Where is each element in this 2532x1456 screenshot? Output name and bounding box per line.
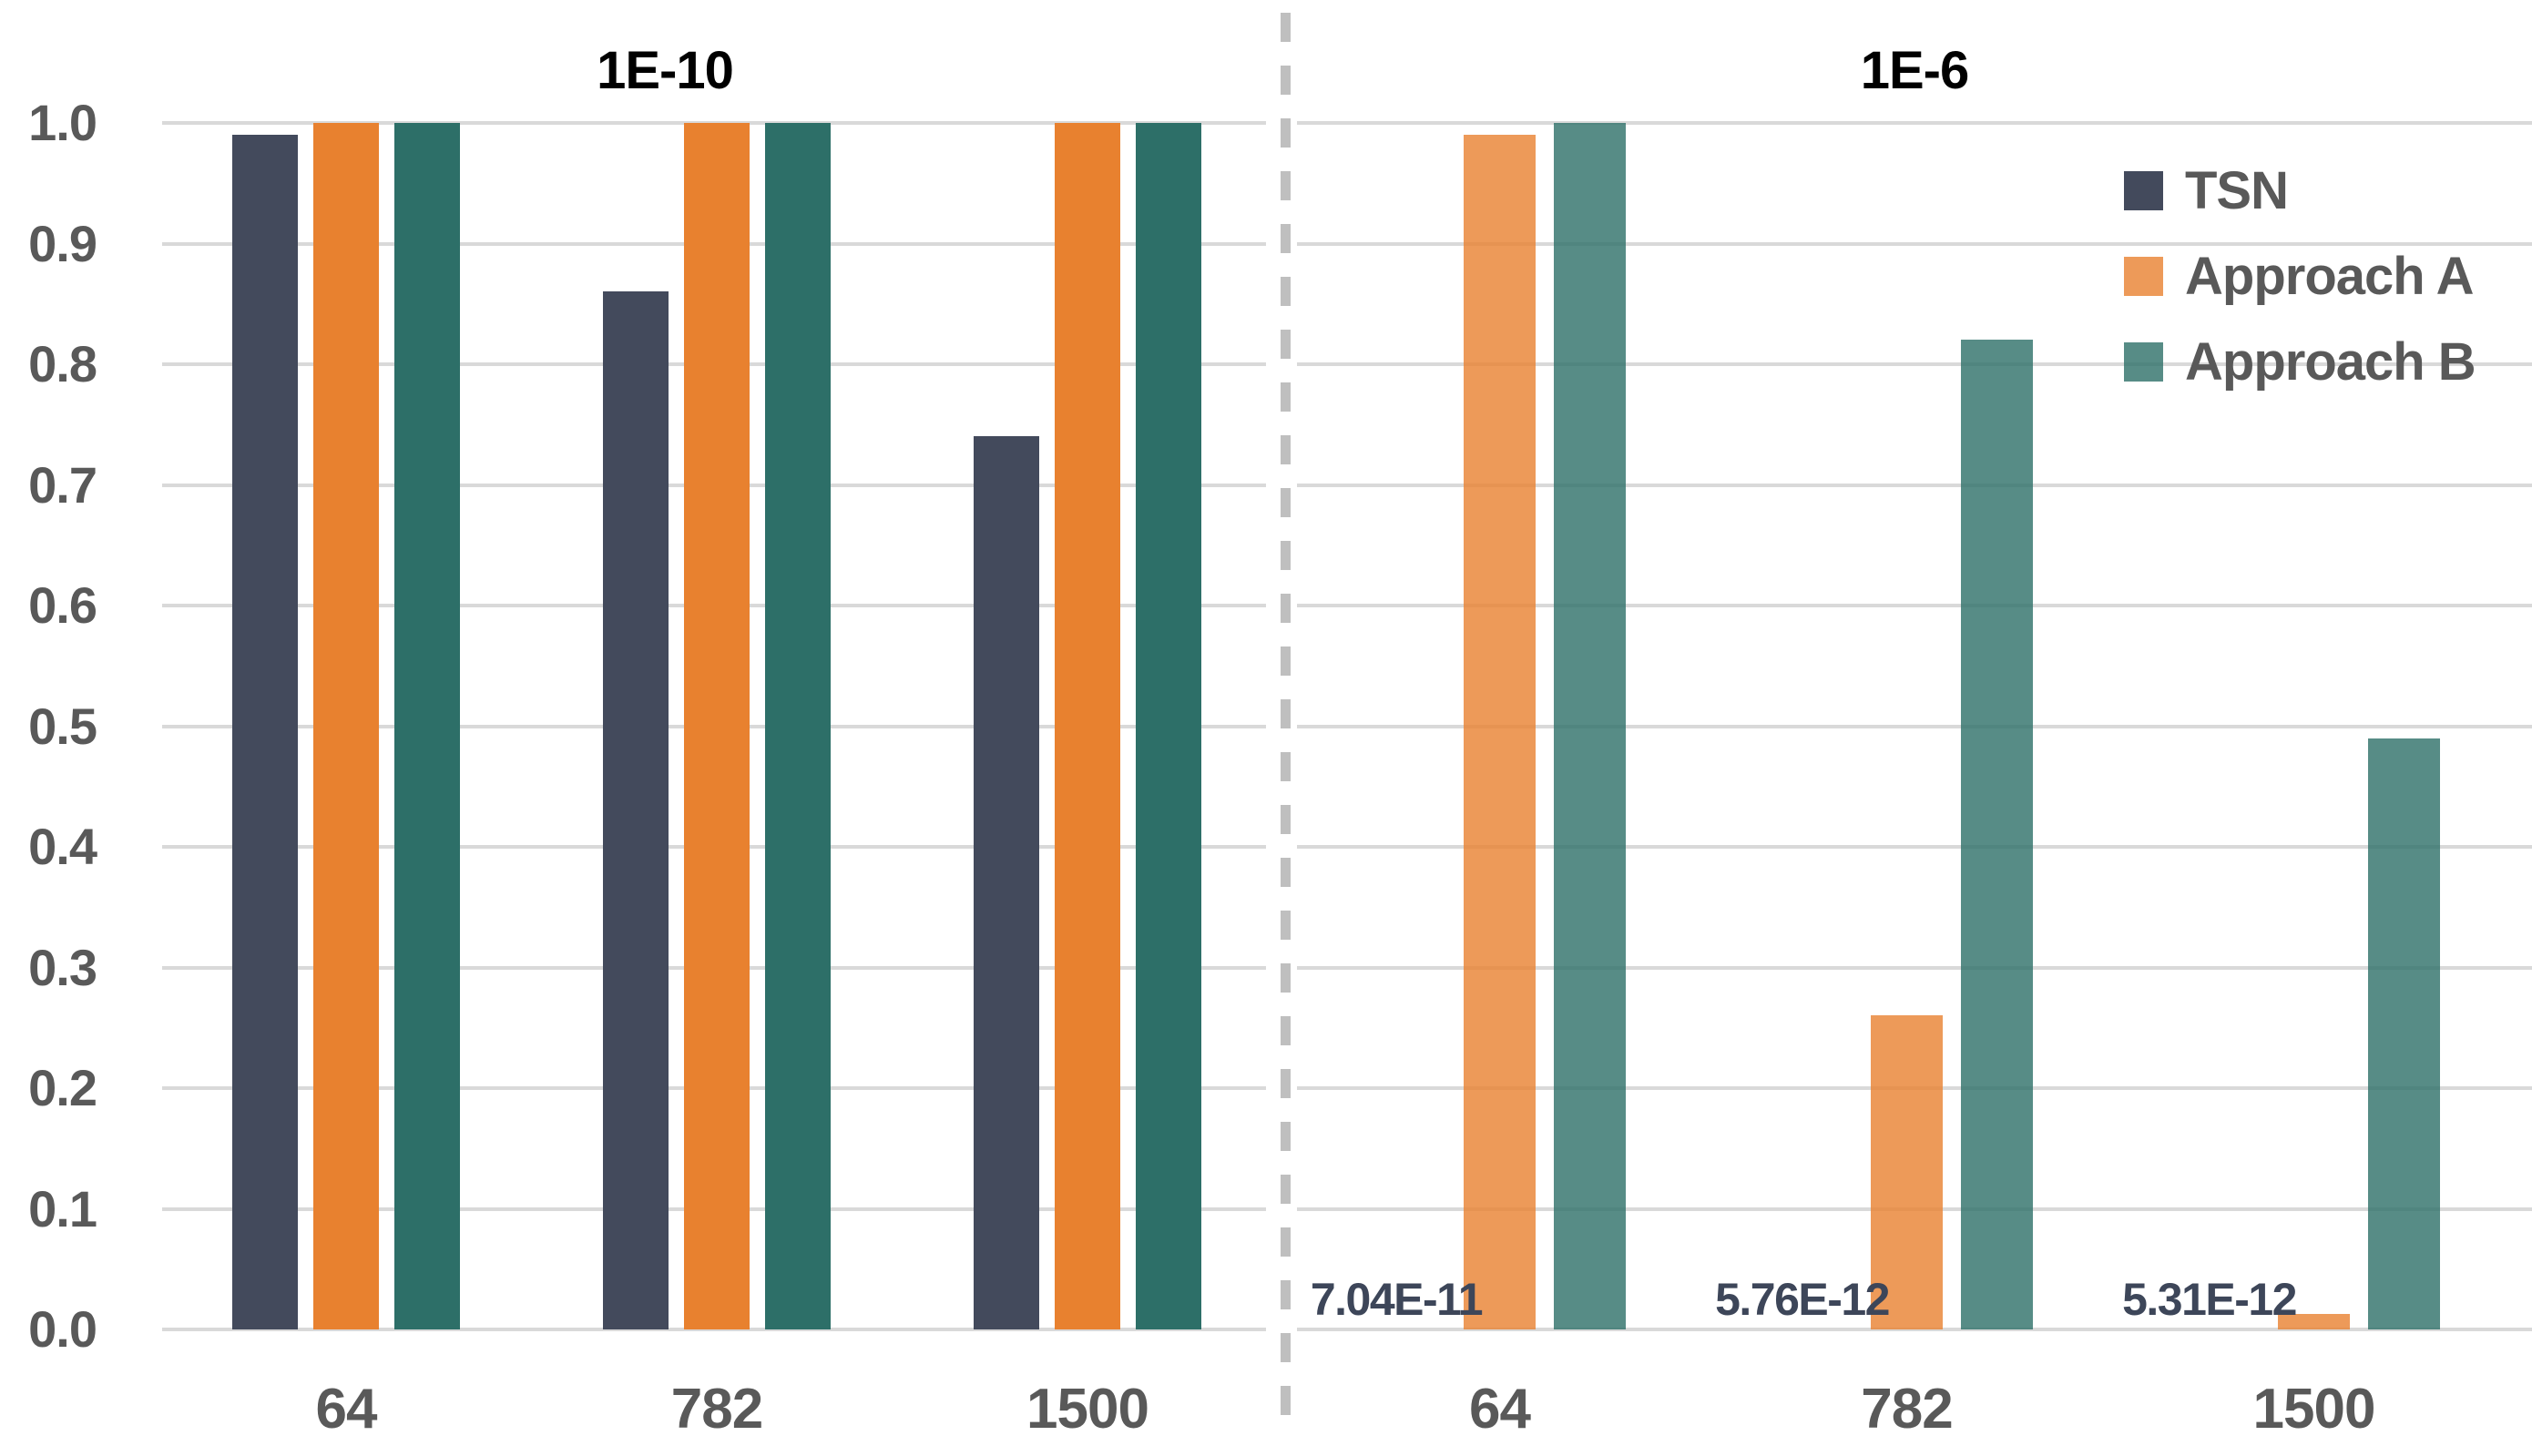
bar-approach-a [684,123,750,1329]
x-category-label: 1500 [1026,1378,1149,1441]
bar-tsn [232,135,298,1329]
y-tick-label: 0.4 [28,818,97,875]
y-tick-label: 0.5 [28,697,97,755]
x-category-label: 64 [1469,1378,1531,1441]
gridline [162,604,2532,607]
legend-item-tsn: TSN [2124,160,2476,220]
gridline [162,1328,2532,1331]
gridline [162,121,2532,125]
y-tick-label: 0.7 [28,455,97,514]
y-tick-label: 0.9 [28,214,97,272]
y-tick-label: 0.1 [28,1179,97,1237]
y-tick-label: 0.8 [28,335,97,392]
gridline [162,241,2532,246]
legend-label: Approach A [2185,246,2475,306]
x-category-label: 782 [670,1378,763,1441]
legend-swatch-tsn [2124,170,2163,210]
gridline [162,724,2532,728]
bar-approach-a [1871,1015,1943,1329]
bar-approach-a [1055,123,1120,1329]
legend-label: Approach B [2185,331,2476,392]
panel-divider-dashed-line [1281,13,1291,1417]
y-tick-label: 0.0 [28,1300,97,1358]
bar-approach-a [1464,135,1536,1329]
bar-approach-b [1136,123,1201,1329]
tsn-value-label: 7.04E-11 [1310,1274,1484,1325]
gridline [162,845,2532,849]
bar-approach-a [2278,1314,2350,1329]
bar-approach-b [1554,123,1626,1329]
tsn-value-label: 5.31E-12 [2122,1274,2297,1325]
legend-label: TSN [2185,160,2289,220]
legend-swatch-approach-a [2124,256,2163,296]
right-panel-title: 1E-6 [1860,41,1970,100]
gridline [162,362,2532,366]
x-category-label: 1500 [2252,1378,2376,1441]
legend: TSN Approach A Approach B [2124,160,2476,419]
y-tick-label: 0.6 [28,576,97,634]
legend-item-approach-b: Approach B [2124,331,2476,392]
y-tick-label: 1.0 [28,94,97,151]
legend-swatch-approach-b [2124,341,2163,382]
bar-approach-b [765,123,831,1329]
bar-tsn [974,436,1039,1329]
bar-tsn [603,291,669,1329]
gridline [162,483,2532,487]
y-tick-label: 0.2 [28,1059,97,1116]
x-category-label: 782 [1861,1378,1953,1441]
gridline [162,965,2532,970]
x-category-label: 64 [315,1378,378,1441]
left-panel-title: 1E-10 [597,41,734,100]
bar-approach-b [1961,340,2033,1329]
gridline [162,1086,2532,1090]
y-tick-label: 0.3 [28,938,97,996]
bar-approach-a [313,123,379,1329]
legend-item-approach-a: Approach A [2124,246,2476,306]
bar-approach-b [2368,738,2440,1329]
tsn-value-label: 5.76E-12 [1715,1274,1890,1325]
bar-approach-b [394,123,460,1329]
gridline [162,1207,2532,1211]
